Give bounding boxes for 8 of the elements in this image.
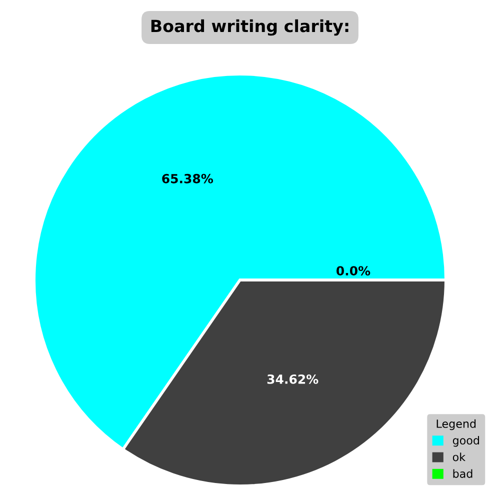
data-label: 65.38% xyxy=(162,174,214,184)
legend-label: bad xyxy=(453,469,472,478)
legend-label: good xyxy=(452,436,479,447)
legend-title: Legend xyxy=(436,419,476,430)
data-label: 34.62% xyxy=(267,374,318,384)
chart-title: Board writing clarity: xyxy=(151,19,348,36)
text: 0.0% xyxy=(336,266,370,276)
legend-label: ok xyxy=(452,452,466,462)
